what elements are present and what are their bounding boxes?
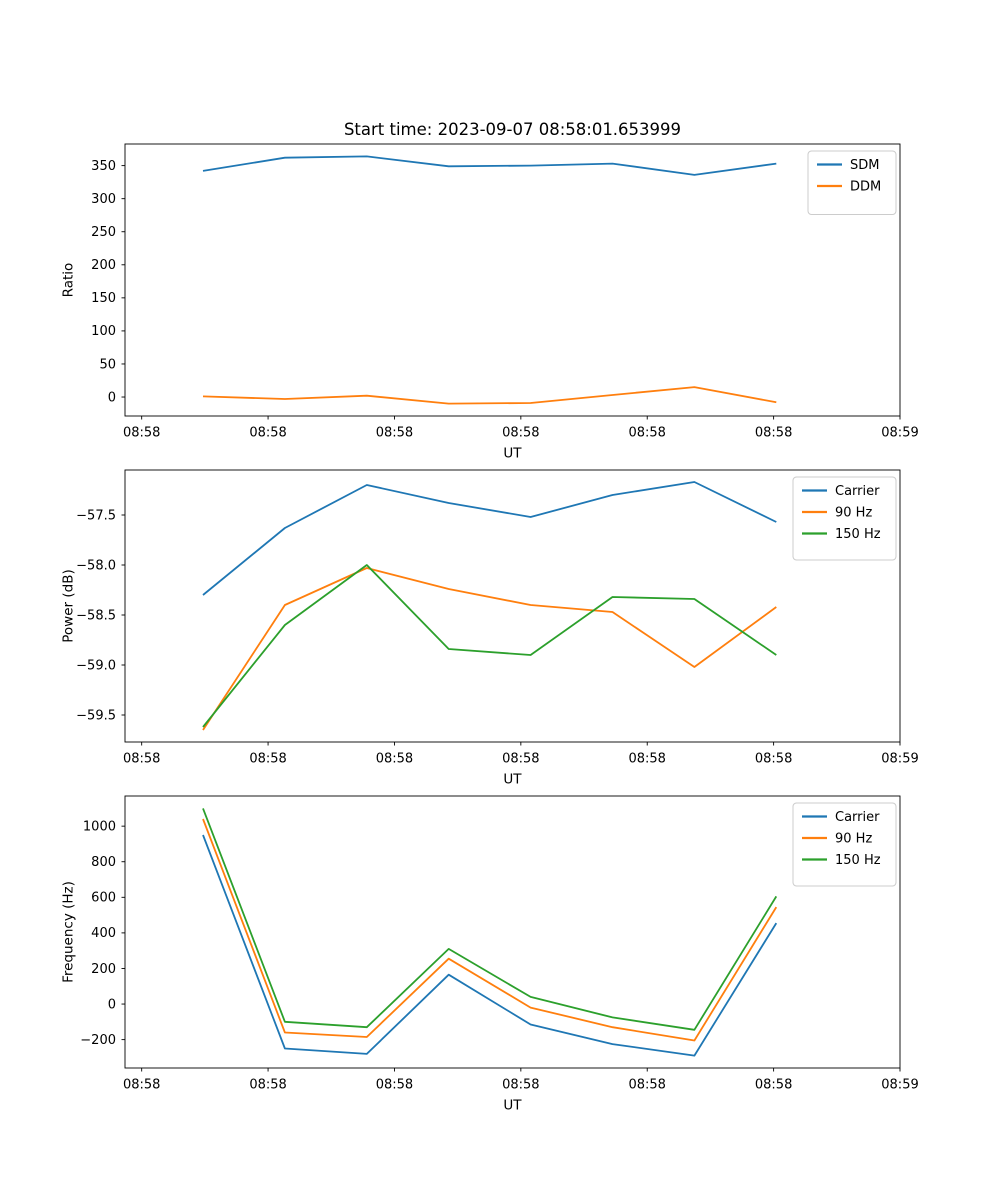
x-tick-label: 08:58 xyxy=(123,752,160,767)
axis-label-y: Ratio xyxy=(61,263,77,298)
series-line-sdm xyxy=(202,155,777,176)
subplot-ratio: 08:58 08:58 08:58 08:58 08:58 08:58 08:59 0 50 10… xyxy=(61,143,919,462)
y-tick-label: 200 xyxy=(91,962,116,977)
x-tick-label: 08:58 xyxy=(249,426,286,441)
y-tick-label: 800 xyxy=(91,855,116,870)
y-tick-label: 300 xyxy=(91,192,116,207)
legend: Carrier 90 Hz 150 Hz xyxy=(792,802,897,887)
y-tick-label: −58.0 xyxy=(76,558,116,573)
series-line-carrier xyxy=(202,481,777,596)
x-tick-label: 08:58 xyxy=(628,426,665,441)
y-tick-label: −57.5 xyxy=(76,508,116,523)
y-tick-label: 250 xyxy=(91,225,116,240)
legend-label: 90 Hz xyxy=(835,832,872,847)
axis-label-y: Frequency (Hz) xyxy=(61,881,77,983)
x-tick-label: 08:58 xyxy=(755,426,792,441)
y-tick-label: 150 xyxy=(91,291,116,306)
legend: SDM DDM xyxy=(807,150,897,215)
series-line-90-hz xyxy=(202,567,777,731)
axis-label-y: Power (dB) xyxy=(61,569,77,642)
subplot-frequency-hz: 08:58 08:58 08:58 08:58 08:58 08:58 08:59 −200 0… xyxy=(61,795,919,1114)
legend-box xyxy=(807,150,897,215)
x-tick-label: 08:58 xyxy=(755,1078,792,1093)
series-line-150-hz xyxy=(202,564,777,728)
axis-label-x: UT xyxy=(503,1098,522,1114)
series-line-carrier xyxy=(202,834,778,1057)
x-tick-label: 08:58 xyxy=(376,426,413,441)
y-tick-label: 1000 xyxy=(83,819,116,834)
series-line-90-hz xyxy=(202,818,778,1042)
figure-title: Start time: 2023-09-07 08:58:01.653999 xyxy=(343,120,682,139)
legend-label: DDM xyxy=(850,180,881,195)
y-tick-label: −59.5 xyxy=(76,708,116,723)
legend: Carrier 90 Hz 150 Hz xyxy=(792,476,897,561)
x-tick-label: 08:58 xyxy=(123,426,160,441)
series-line-150-hz xyxy=(202,808,778,1031)
subplot-power-db: 08:58 08:58 08:58 08:58 08:58 08:58 08:59 −59.5… xyxy=(61,469,919,788)
legend-label: SDM xyxy=(850,158,879,173)
x-tick-label: 08:58 xyxy=(502,752,539,767)
x-tick-label: 08:59 xyxy=(881,426,918,441)
y-tick-label: 200 xyxy=(91,258,116,273)
legend-label: Carrier xyxy=(835,484,880,499)
y-tick-label: 50 xyxy=(99,357,116,372)
y-tick-label: 0 xyxy=(108,390,116,405)
series-line-ddm xyxy=(202,386,777,405)
legend-label: 90 Hz xyxy=(835,506,872,521)
y-tick-label: 100 xyxy=(91,324,116,339)
x-tick-label: 08:58 xyxy=(628,752,665,767)
y-tick-label: 0 xyxy=(108,997,116,1012)
axis-label-x: UT xyxy=(503,772,522,788)
x-tick-label: 08:59 xyxy=(881,1078,918,1093)
x-tick-label: 08:58 xyxy=(249,752,286,767)
y-tick-label: 600 xyxy=(91,891,116,906)
legend-box xyxy=(792,476,897,561)
x-tick-label: 08:58 xyxy=(123,1078,160,1093)
legend-label: 150 Hz xyxy=(835,527,881,542)
plot-area-border xyxy=(124,143,901,417)
y-tick-label: −59.0 xyxy=(76,658,116,673)
legend-box xyxy=(792,802,897,887)
x-tick-label: 08:58 xyxy=(376,752,413,767)
y-tick-label: 350 xyxy=(91,159,116,174)
x-tick-label: 08:58 xyxy=(376,1078,413,1093)
x-tick-label: 08:58 xyxy=(502,1078,539,1093)
x-tick-label: 08:58 xyxy=(249,1078,286,1093)
x-tick-label: 08:58 xyxy=(502,426,539,441)
x-tick-label: 08:58 xyxy=(755,752,792,767)
plot-area-border xyxy=(124,469,901,743)
legend-label: Carrier xyxy=(835,810,880,825)
y-tick-label: 400 xyxy=(91,926,116,941)
x-tick-label: 08:59 xyxy=(881,752,918,767)
x-tick-label: 08:58 xyxy=(628,1078,665,1093)
plot-area-border xyxy=(124,795,901,1069)
y-tick-label: −58.5 xyxy=(76,608,116,623)
axis-label-x: UT xyxy=(503,446,522,462)
y-tick-label: −200 xyxy=(80,1033,116,1048)
legend-label: 150 Hz xyxy=(835,853,881,868)
